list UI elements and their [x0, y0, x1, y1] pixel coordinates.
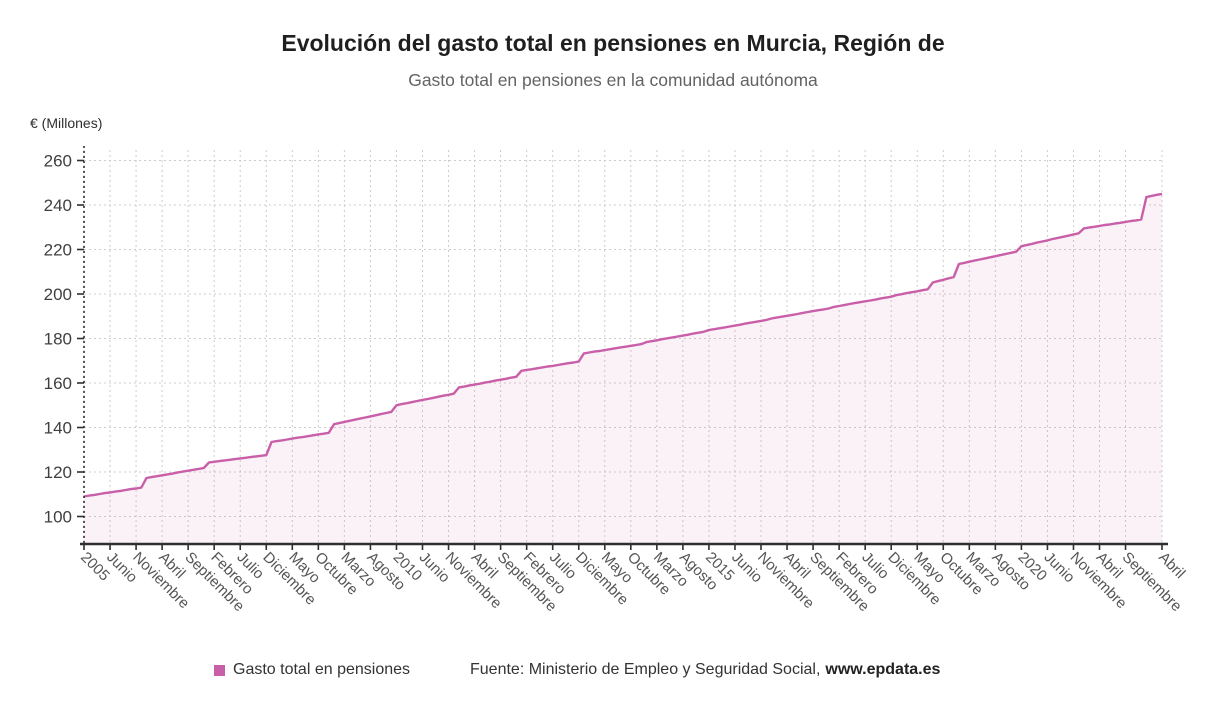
svg-text:180: 180: [44, 330, 72, 349]
axis-ticks: [77, 159, 1163, 550]
legend-swatch: [214, 664, 225, 676]
source-prefix: Fuente: Ministerio de Empleo y Seguridad…: [470, 661, 821, 678]
page-title: Evolución del gasto total en pensiones e…: [281, 30, 945, 56]
svg-text:140: 140: [44, 419, 72, 438]
x-axis-labels: 2005JunioNoviembreAbrilSeptiembreFebrero…: [77, 549, 1188, 615]
source-text: Fuente: Ministerio de Empleo y Seguridad…: [470, 661, 940, 679]
series-line: [83, 192, 1163, 498]
svg-text:200: 200: [44, 285, 72, 304]
svg-text:220: 220: [44, 241, 72, 260]
svg-text:160: 160: [44, 374, 72, 393]
epdata-link[interactable]: www.epdata.es: [825, 661, 941, 678]
svg-text:100: 100: [44, 508, 72, 527]
svg-text:240: 240: [44, 196, 72, 215]
series-area: [84, 193, 1162, 544]
y-axis-labels: 100 120 140 160 180 200 220 240 260: [44, 152, 72, 527]
x-gridlines: [83, 150, 1163, 544]
pension-spending-area-chart: 100 120 140 160 180 200 220 240 260 2005JunioNovi…: [44, 146, 1188, 615]
svg-text:2005: 2005: [77, 549, 113, 585]
legend-item-gasto-total[interactable]: Gasto total en pensiones: [214, 661, 410, 679]
legend-label: Gasto total en pensiones: [233, 661, 411, 678]
y-axis-unit-label: € (Millones): [30, 115, 103, 131]
svg-text:260: 260: [44, 152, 72, 171]
svg-text:120: 120: [44, 463, 72, 482]
page-subtitle: Gasto total en pensiones en la comunidad…: [408, 70, 818, 90]
